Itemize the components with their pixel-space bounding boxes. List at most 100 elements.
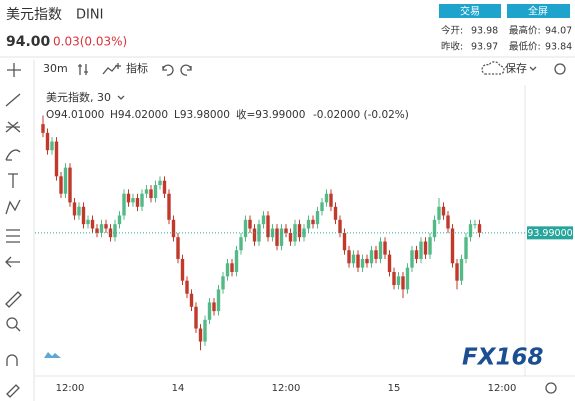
candle-body <box>198 328 203 342</box>
candle-body <box>234 250 239 272</box>
cloud-icon[interactable] <box>481 61 505 75</box>
stat-value: 94.07 <box>545 26 572 37</box>
candle-body <box>405 267 410 290</box>
text-tool[interactable] <box>8 173 18 188</box>
candle-body <box>396 276 401 286</box>
candle-body <box>122 193 126 216</box>
stat-label: 今开: <box>441 25 463 37</box>
candle-body <box>194 306 198 329</box>
last-price-tag <box>527 226 573 240</box>
candle-body <box>86 219 90 225</box>
candle-body <box>176 237 180 259</box>
x-tick-label: 12:00 <box>272 383 301 394</box>
back-tool[interactable] <box>5 256 20 268</box>
redo-button[interactable] <box>180 64 192 76</box>
candle-body <box>81 206 86 225</box>
candle-body <box>374 250 378 259</box>
candle-body <box>333 206 338 220</box>
candle-body <box>369 250 374 264</box>
zoom-handle[interactable] <box>15 326 21 332</box>
candle-body <box>311 219 315 225</box>
candle-body <box>257 224 261 242</box>
candle-body <box>144 189 149 194</box>
candle-body <box>117 215 122 225</box>
ruler-tool[interactable] <box>5 291 22 308</box>
candle-body <box>437 206 441 220</box>
fib-tool[interactable] <box>5 121 21 133</box>
candle-body <box>329 193 333 207</box>
stat-value: 93.97 <box>471 42 498 53</box>
candle-body <box>464 237 468 259</box>
candle-body <box>140 193 144 207</box>
instrument-name: 美元指数 <box>6 7 62 23</box>
save-button[interactable]: 保存 <box>505 61 527 75</box>
undo-button[interactable] <box>162 64 174 76</box>
instrument-symbol: DINI <box>76 8 103 23</box>
candle-body <box>432 219 437 238</box>
candle-body <box>207 302 212 320</box>
fullscreen-button[interactable] <box>507 4 570 18</box>
candle-body <box>450 228 455 264</box>
series-title: 美元指数, 30 <box>46 90 111 104</box>
candle-body <box>360 258 365 268</box>
candle-body <box>423 241 428 255</box>
candle-body <box>392 271 396 286</box>
magnet-tool[interactable] <box>6 354 18 366</box>
candle-body <box>126 193 131 203</box>
candle-body <box>468 224 473 238</box>
candle-body <box>77 206 81 216</box>
x-tick-label: 14 <box>172 383 185 394</box>
candle-body <box>338 219 342 233</box>
measure-lines-tool[interactable] <box>6 229 20 243</box>
candle-body <box>419 241 423 259</box>
candle-body <box>189 293 194 307</box>
candle-body <box>351 254 356 264</box>
candle-body <box>302 228 306 238</box>
indicators-button[interactable]: 指标 <box>126 61 148 75</box>
watermark-logo: FX168 <box>462 345 543 371</box>
settings-button[interactable] <box>554 63 566 75</box>
candle-body <box>158 180 162 186</box>
chart-style-icon[interactable] <box>78 64 88 75</box>
trade-button-label[interactable]: 交易 <box>460 5 480 18</box>
crosshair-tool[interactable] <box>7 63 21 77</box>
indicator-icon[interactable] <box>102 63 121 75</box>
candle-body <box>342 232 347 251</box>
series-menu[interactable] <box>117 95 125 100</box>
axis-settings[interactable] <box>545 382 557 394</box>
interval-selector[interactable]: 30m <box>43 62 68 75</box>
candle-body <box>230 263 234 272</box>
legend-close: 收=93.99000 <box>236 108 305 121</box>
candle-body <box>459 258 464 281</box>
save-menu-arrow[interactable] <box>529 66 537 71</box>
x-tick-label: 12:00 <box>488 383 517 394</box>
candle-body <box>243 219 248 238</box>
candle-body <box>306 219 311 229</box>
candle-body <box>45 132 50 151</box>
brush-tool[interactable] <box>5 149 21 161</box>
drawing-toolbar <box>5 60 35 401</box>
candle-body <box>203 319 207 342</box>
price-change: 0.03(0.03%) <box>53 35 127 49</box>
candle-body <box>266 215 270 238</box>
zoom-tool[interactable] <box>6 317 18 329</box>
candle-body <box>99 224 104 233</box>
line-tool[interactable] <box>5 93 21 107</box>
candle-body <box>473 224 477 226</box>
candle-body <box>221 276 225 290</box>
pattern-tool[interactable] <box>5 199 21 215</box>
stat-value: 93.98 <box>471 26 498 37</box>
lock-tool[interactable] <box>6 384 20 398</box>
candle-body <box>225 263 230 277</box>
candle-body <box>135 198 140 207</box>
candle-body <box>275 228 279 246</box>
candle-body <box>153 185 158 199</box>
trade-button[interactable] <box>439 4 501 18</box>
legend-low: L93.98000 <box>174 109 230 121</box>
candle-body <box>279 228 284 246</box>
candle-body <box>95 228 99 233</box>
candle-body <box>180 258 185 281</box>
candle-body <box>378 241 383 259</box>
fullscreen-button-label[interactable]: 全屏 <box>528 5 548 18</box>
candle-body <box>288 232 293 242</box>
